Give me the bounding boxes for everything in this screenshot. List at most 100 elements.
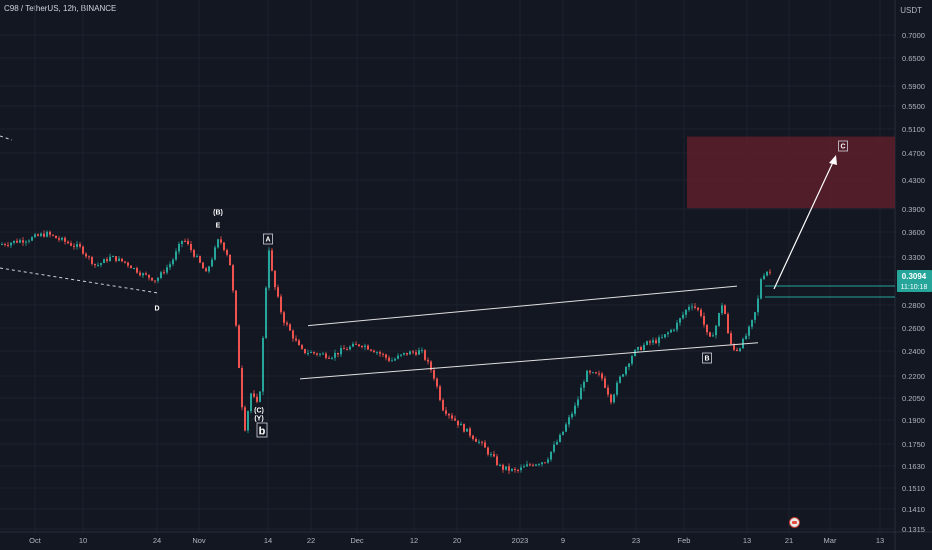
price-axis-unit: USDT xyxy=(900,6,922,15)
candle-up xyxy=(580,387,582,400)
chart-header-symbol[interactable]: C98 / TetherUS, 12h, BINANCE xyxy=(4,4,117,13)
target-zone xyxy=(687,136,895,209)
x-tick-label: 13 xyxy=(876,536,884,545)
candle-down xyxy=(49,231,51,235)
candle-down xyxy=(190,244,192,251)
candle-up xyxy=(211,259,213,267)
candle-up xyxy=(466,428,468,432)
candle-up xyxy=(664,334,666,338)
candle-down xyxy=(88,256,90,258)
candle-down xyxy=(736,349,738,352)
candle-down xyxy=(610,394,612,403)
candle-down xyxy=(769,271,771,273)
candle-down xyxy=(253,393,255,397)
candle-down xyxy=(694,306,696,308)
candle-down xyxy=(385,354,387,358)
candle-down xyxy=(598,373,600,375)
y-tick-label: 0.1750 xyxy=(902,440,925,449)
candle-up xyxy=(670,329,672,333)
candle-up xyxy=(499,464,501,466)
x-tick-label: 23 xyxy=(632,536,640,545)
candle-down xyxy=(43,233,45,237)
candle-up xyxy=(568,417,570,425)
candle-up xyxy=(643,344,645,351)
alert-icon[interactable] xyxy=(789,517,800,528)
candle-down xyxy=(7,244,9,246)
candle-down xyxy=(235,290,237,326)
projection-arrow-head xyxy=(829,155,837,165)
y-tick-label: 0.4300 xyxy=(902,176,925,185)
y-tick-label: 0.1510 xyxy=(902,484,925,493)
candle-down xyxy=(280,296,282,313)
candle-up xyxy=(763,275,765,280)
candle-down xyxy=(85,253,87,257)
candle-up xyxy=(622,374,624,377)
candle-up xyxy=(61,237,63,240)
candle-down xyxy=(358,344,360,346)
y-tick-label: 0.1900 xyxy=(902,416,925,425)
y-tick-label: 0.1315 xyxy=(902,525,925,534)
candle-up xyxy=(760,279,762,299)
candle-up xyxy=(217,239,219,248)
y-tick-label: 0.3300 xyxy=(902,253,925,262)
candle-up xyxy=(160,272,162,278)
candle-down xyxy=(130,265,132,269)
candle-up xyxy=(322,353,324,355)
candle-down xyxy=(493,454,495,457)
candle-down xyxy=(199,256,201,263)
candle-up xyxy=(667,332,669,335)
wave-label: C xyxy=(840,144,845,151)
y-tick-label: 0.2400 xyxy=(902,347,925,356)
candle-down xyxy=(154,280,156,282)
wave-label: D xyxy=(154,306,159,313)
candle-down xyxy=(439,386,441,401)
candle-up xyxy=(565,424,567,432)
candle-up xyxy=(685,309,687,315)
candle-down xyxy=(406,352,408,355)
candle-up xyxy=(391,360,393,362)
candle-up xyxy=(718,313,720,326)
candle-down xyxy=(355,343,357,345)
candle-up xyxy=(331,357,333,359)
trend-line-dashed-upper xyxy=(0,135,13,141)
x-tick-label: 14 xyxy=(264,536,272,545)
candle-down xyxy=(121,258,123,262)
candle-up xyxy=(421,350,423,352)
candle-down xyxy=(271,250,273,271)
candle-up xyxy=(181,240,183,244)
candle-down xyxy=(277,287,279,297)
candle-up xyxy=(10,242,12,246)
candle-down xyxy=(193,250,195,257)
wave-label: A xyxy=(265,237,270,244)
candle-down xyxy=(595,372,597,374)
x-tick-label: 2023 xyxy=(512,536,529,545)
current-price-countdown: 11:10:18 xyxy=(901,284,928,291)
candle-down xyxy=(73,245,75,247)
candle-up xyxy=(340,348,342,355)
candle-down xyxy=(433,370,435,379)
candle-down xyxy=(328,357,330,359)
candle-up xyxy=(247,411,249,431)
candle-up xyxy=(550,451,552,460)
candle-down xyxy=(148,274,150,278)
candle-up xyxy=(25,241,27,243)
candle-down xyxy=(67,241,69,244)
candle-down xyxy=(64,237,66,242)
candle-up xyxy=(751,319,753,327)
candle-down xyxy=(475,438,477,442)
candle-up xyxy=(766,271,768,276)
candle-down xyxy=(289,324,291,331)
candle-up xyxy=(208,266,210,272)
candle-down xyxy=(496,456,498,465)
y-tick-label: 0.1410 xyxy=(902,505,925,514)
candle-up xyxy=(562,431,564,435)
candle-down xyxy=(412,351,414,353)
candle-up xyxy=(547,459,549,463)
candle-down xyxy=(373,350,375,353)
candle-down xyxy=(229,254,231,266)
candle-up xyxy=(97,264,99,266)
candle-down xyxy=(313,351,315,354)
candle-up xyxy=(523,466,525,468)
x-tick-label: Feb xyxy=(678,536,691,545)
